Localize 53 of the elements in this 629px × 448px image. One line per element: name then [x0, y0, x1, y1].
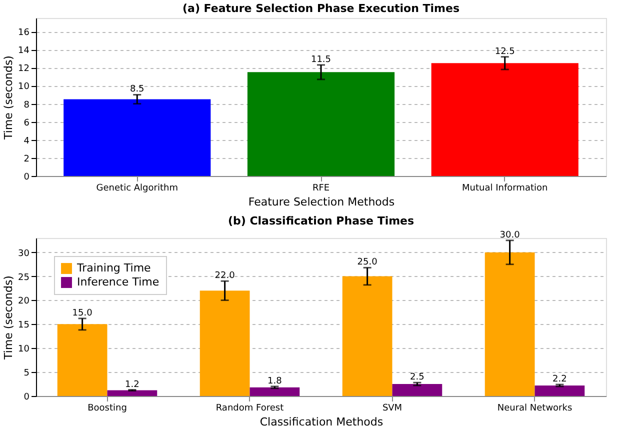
- data-label: 2.2: [552, 374, 567, 385]
- chart-title: (b) Classification Phase Times: [228, 214, 415, 228]
- x-tick-label: Genetic Algorithm: [96, 184, 178, 194]
- y-axis-title: Time (seconds): [2, 276, 16, 360]
- y-tick-label: 6: [24, 118, 30, 128]
- x-axis-title: Classification Methods: [260, 416, 384, 428]
- y-tick-label: 10: [18, 344, 30, 355]
- bar: [534, 385, 585, 396]
- y-tick-label: 14: [18, 46, 30, 56]
- chart-title: (a) Feature Selection Phase Execution Times: [182, 2, 460, 15]
- bar: [200, 290, 250, 396]
- x-axis-title: Feature Selection Methods: [248, 196, 395, 208]
- y-tick-label: 12: [18, 64, 30, 74]
- legend-label: Inference Time: [77, 276, 160, 288]
- x-tick-label: Boosting: [88, 404, 127, 414]
- bar: [392, 384, 442, 396]
- y-tick-label: 15: [18, 320, 30, 331]
- y-tick-label: 25: [18, 272, 30, 283]
- data-label: 11.5: [310, 54, 332, 65]
- bar: [342, 276, 392, 396]
- data-label: 1.8: [268, 376, 282, 386]
- x-tick-label: Neural Networks: [497, 404, 572, 414]
- y-axis-title: Time (seconds): [2, 56, 16, 140]
- x-tick-label: RFE: [312, 184, 330, 194]
- data-label: 22.0: [214, 271, 236, 282]
- y-tick-label: 20: [18, 296, 30, 307]
- data-label: 2.5: [410, 372, 424, 383]
- y-tick-label: 16: [18, 28, 30, 38]
- bar: [247, 72, 395, 176]
- bar: [431, 63, 578, 176]
- y-tick-label: 0: [24, 172, 30, 182]
- data-label: 15.0: [72, 308, 93, 318]
- data-label: 25.0: [357, 258, 378, 268]
- y-tick-label: 4: [24, 136, 30, 146]
- y-tick-label: 8: [24, 100, 30, 110]
- legend-label: Training Time: [76, 262, 152, 274]
- bar: [57, 324, 108, 396]
- data-label: 1.2: [125, 380, 140, 390]
- bar: [250, 387, 300, 396]
- data-label: 8.5: [130, 84, 144, 95]
- y-tick-label: 10: [18, 82, 30, 92]
- data-label: 12.5: [494, 46, 515, 57]
- y-tick-label: 30: [18, 248, 30, 259]
- data-label: 30.0: [500, 230, 520, 240]
- x-tick-label: Random Forest: [216, 404, 284, 414]
- bar: [64, 99, 211, 176]
- x-tick-label: SVM: [382, 404, 402, 414]
- bar: [484, 252, 535, 396]
- bar: [107, 390, 158, 396]
- x-tick-label: Mutual Information: [462, 184, 548, 194]
- y-tick-label: 2: [24, 154, 30, 164]
- y-tick-label: 0: [24, 392, 30, 402]
- y-tick-label: 5: [24, 368, 30, 379]
